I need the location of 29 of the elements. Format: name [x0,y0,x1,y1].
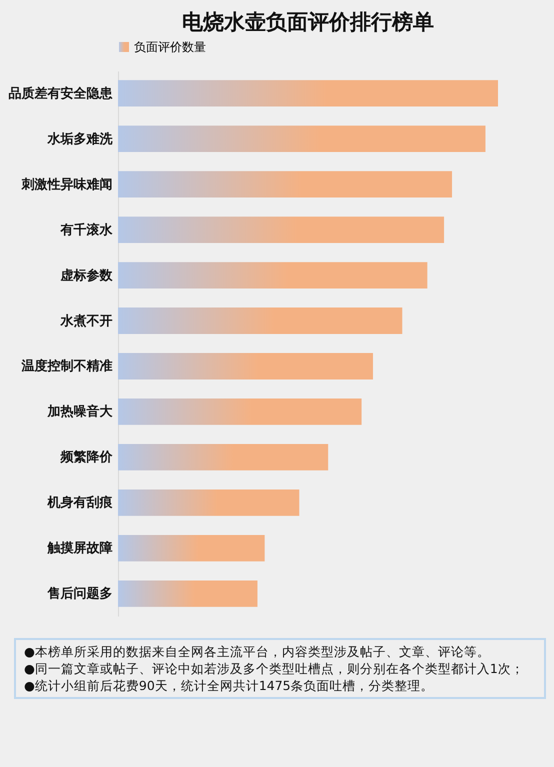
text: ●同一篇文章或帖子、评论中如若涉及多个类型吐槽点，则分别在各个类型都计入1次； [24,660,525,677]
y-tick-label: 水垢多难洗 [46,130,114,147]
chart-title: 电烧水壶负面评价排行榜单 [182,10,434,34]
y-tick-label: 加热噪音大 [46,404,114,420]
bar [118,171,452,198]
bar [118,444,328,470]
text: ●统计小组前后花费90天，统计全网共计1475条负面吐槽，分类整理。 [24,677,435,694]
bar [118,535,265,562]
bar [118,490,300,516]
y-tick-label: 频繁降价 [60,449,114,466]
bar [118,216,444,243]
bar [118,398,362,425]
y-tick-label: 触摸屏故障 [46,540,112,556]
bar [118,353,373,380]
y-tick-label: 有千滚水 [60,222,114,238]
y-tick-label: 机身有刮痕 [46,494,114,511]
bar [118,126,486,152]
bar [118,580,258,607]
y-tick-label: 温度控制不精准 [20,358,112,374]
bar [118,262,428,288]
y-tick-label: 品质差有安全隐患 [8,85,114,102]
y-tick-label: 水煮不开 [60,312,112,329]
y-tick-label: 售后问题多 [46,586,112,602]
y-tick-label: 虚标参数 [60,267,114,284]
text: ●本榜单所采用的数据来自全网各主流平台，内容类型涉及帖子、文章、评论等。 [24,643,491,660]
bar [118,80,498,106]
y-tick-label: 刺激性异味难闻 [20,177,112,192]
legend-label: 负面评价数量 [134,40,206,54]
bar [118,308,402,334]
